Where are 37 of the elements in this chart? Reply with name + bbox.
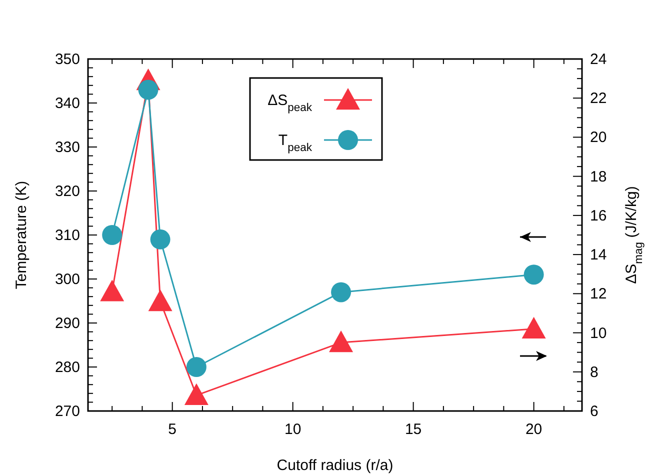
y2-tick-label: 12 <box>590 286 607 303</box>
point <box>100 280 124 302</box>
y-tick-label: 310 <box>54 227 80 244</box>
y-tick-label: 340 <box>54 95 80 112</box>
point <box>186 357 206 377</box>
y-tick-label: 330 <box>54 139 80 156</box>
legend-label: T$_{peak}$ <box>278 132 312 154</box>
y-axis-title: Temperature (K) <box>13 180 30 290</box>
point <box>150 229 170 250</box>
y-tick-label: 280 <box>54 359 80 376</box>
y2-tick-label: 22 <box>590 90 607 108</box>
point <box>329 330 354 352</box>
y2-tick-label: 16 <box>590 207 607 224</box>
x-tick-label: 5 <box>168 421 177 438</box>
y2-tick-label: 10 <box>590 324 607 342</box>
y-tick-label: 270 <box>54 403 80 420</box>
x-tick-label: 10 <box>284 421 302 438</box>
point <box>184 383 208 405</box>
y2-tick-label: 24 <box>590 51 607 68</box>
y-tick-label: 300 <box>54 271 80 288</box>
y2-tick-label: 8 <box>590 364 598 381</box>
y2-tick-label: 14 <box>590 246 607 264</box>
point <box>148 289 172 312</box>
point <box>102 225 122 245</box>
y-tick-label: 350 <box>54 51 80 68</box>
point <box>524 264 544 285</box>
y2-tick-label: 6 <box>590 403 598 420</box>
y2-tick-label: 20 <box>590 129 607 146</box>
x-axis-title: Cutoff radius (r/a) <box>276 457 394 474</box>
x-tick-label: 20 <box>525 421 542 438</box>
y2-tick-label: 18 <box>590 168 607 186</box>
point <box>331 282 352 302</box>
legend-label: ΔS$_{peak}$ <box>268 92 312 114</box>
y-tick-label: 290 <box>54 315 80 332</box>
point <box>522 316 546 338</box>
y-tick-label: 320 <box>54 183 80 200</box>
x-tick-label: 15 <box>404 421 422 438</box>
